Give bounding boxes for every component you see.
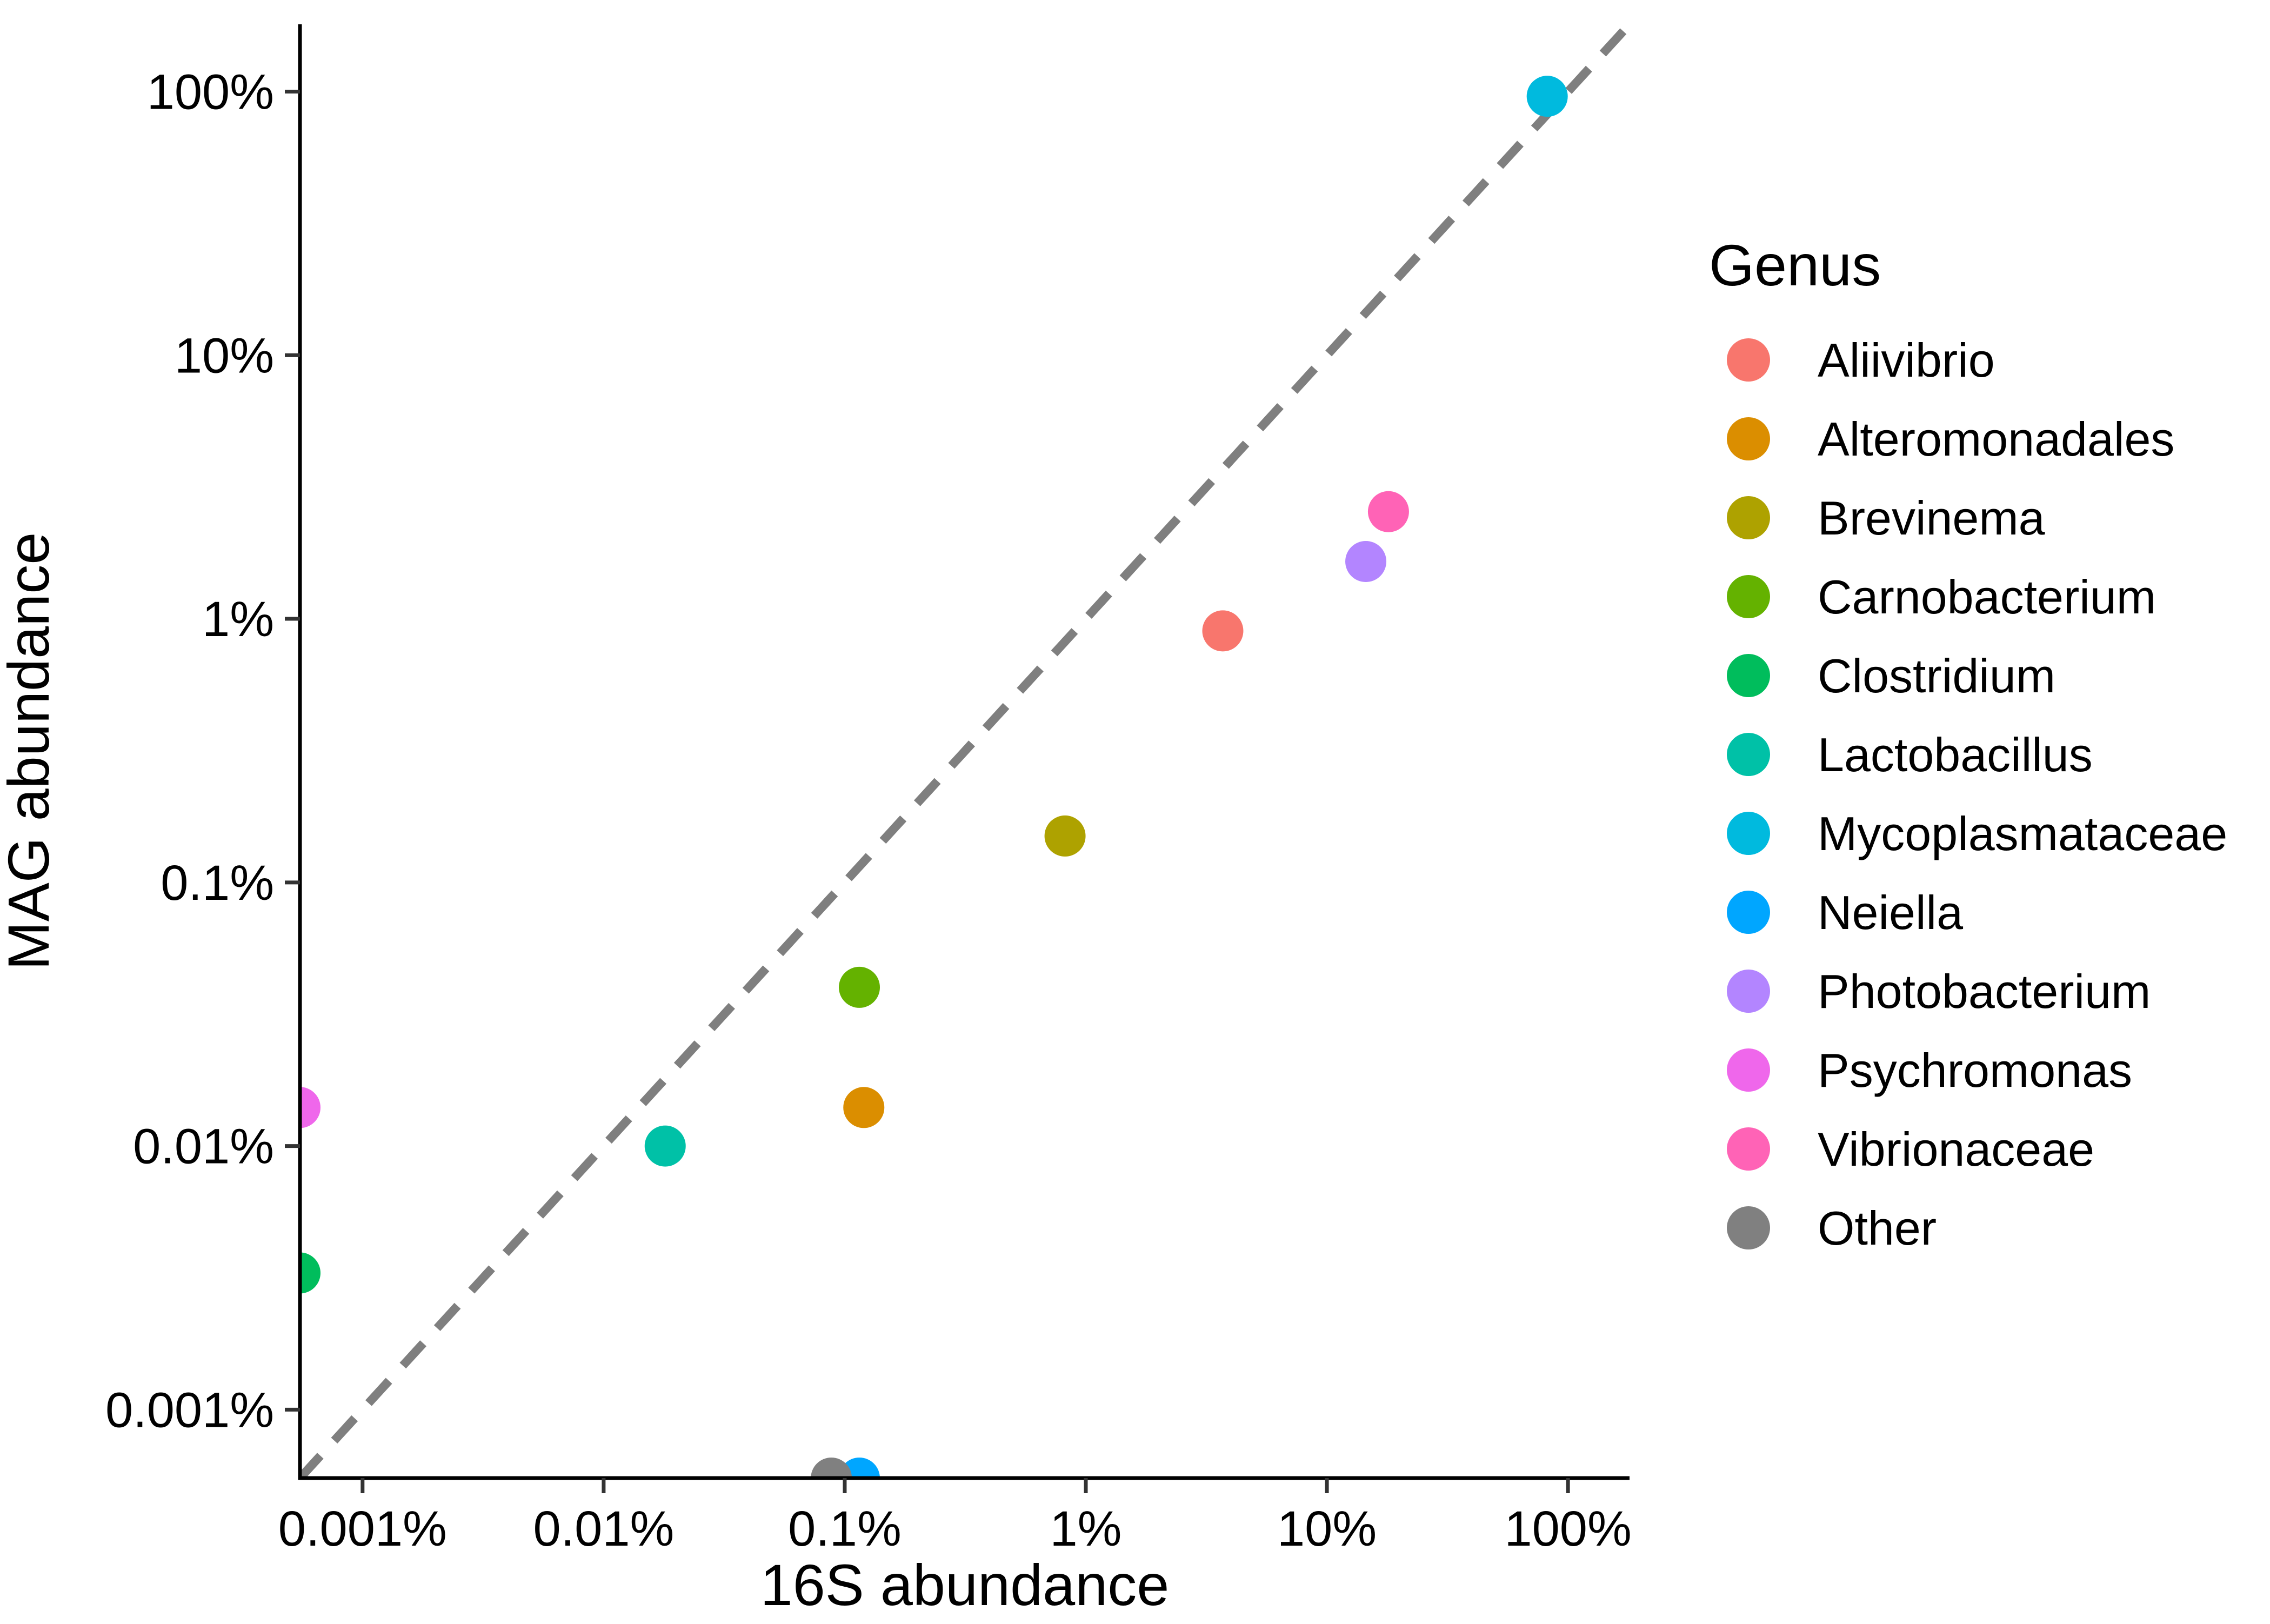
point-psychromonas <box>300 1087 321 1128</box>
legend-item-photobacterium: Photobacterium <box>1727 965 2151 1018</box>
legend-label: Other <box>1818 1201 1937 1255</box>
legend-swatch <box>1727 338 1770 382</box>
legend-swatch <box>1727 733 1770 776</box>
point-lactobacillus <box>644 1125 686 1167</box>
y-tick-label: 0.1% <box>161 856 274 911</box>
point-brevinema <box>1044 815 1086 857</box>
x-axis-title: 16S abundance <box>760 1552 1170 1618</box>
legend-label: Clostridium <box>1818 649 2055 703</box>
legend-swatch <box>1727 970 1770 1013</box>
point-vibrionaceae <box>1367 491 1409 532</box>
legend-swatch <box>1727 1206 1770 1249</box>
legend-title: Genus <box>1709 232 1881 298</box>
legend-item-mycoplasmataceae: Mycoplasmataceae <box>1727 807 2227 860</box>
legend-label: Neiella <box>1818 886 1963 939</box>
legend-swatch <box>1727 417 1770 460</box>
legend-item-other: Other <box>1727 1201 1937 1255</box>
legend-item-brevinema: Brevinema <box>1727 491 2045 545</box>
point-aliivibrio <box>1202 610 1244 652</box>
legend: Genus Aliivibrio Alteromonadales Brevinema C… <box>1709 232 2227 1255</box>
legend-swatch <box>1727 1127 1770 1171</box>
y-axis-title: MAG abundance <box>0 532 61 971</box>
x-tick-label: 0.01% <box>533 1501 674 1556</box>
legend-label: Psychromonas <box>1818 1044 2132 1097</box>
legend-swatch <box>1727 1048 1770 1092</box>
plot-area <box>300 24 1630 1478</box>
point-clostridium <box>300 1252 321 1294</box>
point-photobacterium <box>1345 540 1387 582</box>
legend-item-psychromonas: Psychromonas <box>1727 1044 2132 1097</box>
legend-label: Vibrionaceae <box>1818 1122 2094 1176</box>
point-alteromonadales <box>843 1087 885 1128</box>
x-tick-label: 10% <box>1277 1501 1377 1556</box>
y-tick-label: 1% <box>202 592 274 647</box>
axes: 0.001% 0.01% 0.1% 1% 10% 100%0.001%0.01%0.1%1… <box>0 24 1632 1618</box>
legend-item-clostridium: Clostridium <box>1727 649 2055 703</box>
legend-swatch <box>1727 812 1770 855</box>
legend-item-neiella: Neiella <box>1727 886 1963 939</box>
reference-line-y-equals-x <box>300 24 1630 1478</box>
legend-swatch <box>1727 575 1770 618</box>
legend-swatch <box>1727 496 1770 539</box>
legend-label: Mycoplasmataceae <box>1818 807 2227 860</box>
legend-item-carnobacterium: Carnobacterium <box>1727 570 2156 624</box>
y-tick-label: 0.01% <box>133 1119 274 1174</box>
legend-label: Lactobacillus <box>1818 728 2093 781</box>
y-tick-label: 10% <box>175 328 274 383</box>
y-tick-label: 100% <box>147 65 274 120</box>
legend-label: Aliivibrio <box>1818 333 1995 387</box>
legend-swatch <box>1727 891 1770 934</box>
legend-label: Brevinema <box>1818 491 2045 545</box>
point-other <box>811 1458 852 1478</box>
x-tick-label: 0.1% <box>788 1501 902 1556</box>
y-tick-label: 0.001% <box>105 1382 274 1438</box>
x-tick-label: 0.001% <box>278 1501 447 1556</box>
legend-label: Photobacterium <box>1818 965 2151 1018</box>
point-carnobacterium <box>839 966 880 1008</box>
legend-item-lactobacillus: Lactobacillus <box>1727 728 2093 781</box>
legend-item-vibrionaceae: Vibrionaceae <box>1727 1122 2094 1176</box>
x-tick-label: 1% <box>1050 1501 1122 1556</box>
legend-item-alteromonadales: Alteromonadales <box>1727 412 2174 466</box>
x-tick-label: 100% <box>1504 1501 1631 1556</box>
legend-item-aliivibrio: Aliivibrio <box>1727 333 1995 387</box>
legend-label: Alteromonadales <box>1818 412 2174 466</box>
point-mycoplasmataceae <box>1526 76 1568 117</box>
legend-swatch <box>1727 654 1770 697</box>
legend-label: Carnobacterium <box>1818 570 2156 624</box>
